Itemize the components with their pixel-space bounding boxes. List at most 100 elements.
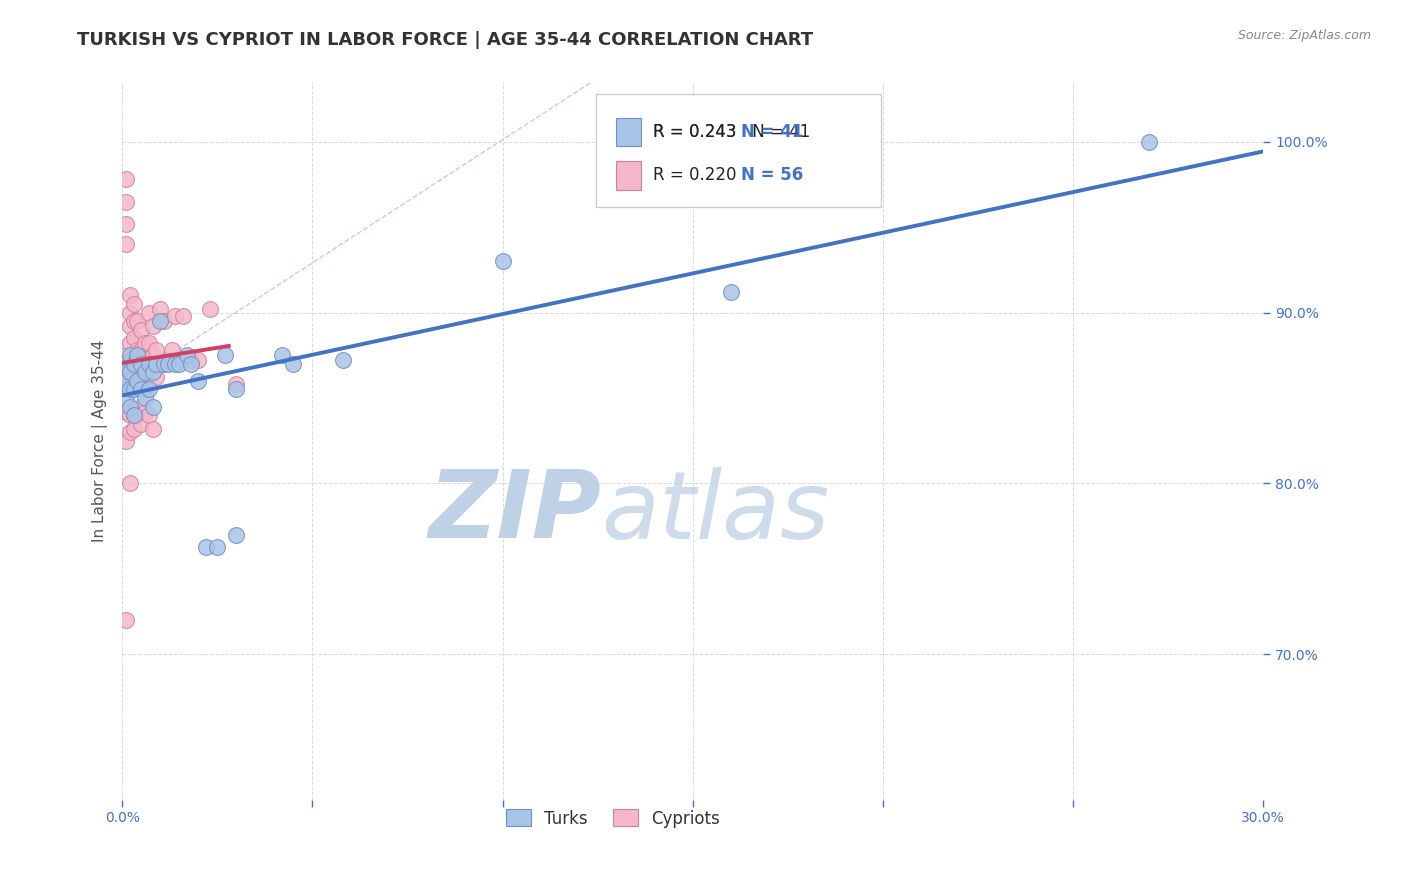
Point [115,405,138,419]
Point [145,343,167,358]
Point [207,540,229,554]
Point [129,370,152,384]
Point [122,408,145,422]
Point [118,383,141,397]
Point [122,331,145,345]
Point [122,314,145,328]
Point [138,383,160,397]
Point [115,374,138,388]
Point [225,383,247,397]
Point [145,370,167,384]
Point [127,343,149,358]
Point [115,172,138,186]
Text: ZIP: ZIP [429,467,602,558]
Point [115,365,138,379]
Point [115,434,138,448]
Point [129,323,152,337]
Text: TURKISH VS CYPRIOT IN LABOR FORCE | AGE 35-44 CORRELATION CHART: TURKISH VS CYPRIOT IN LABOR FORCE | AGE … [77,31,814,49]
Point [491,254,513,268]
Point [138,336,160,351]
Point [127,314,149,328]
Point [138,357,160,371]
Point [1137,135,1160,149]
Point [115,194,138,209]
Point [160,343,183,358]
Point [172,309,194,323]
Point [145,357,167,371]
Point [115,391,138,405]
Point [134,405,156,419]
Text: N = 56: N = 56 [741,166,803,184]
Point [115,348,138,362]
Point [129,383,152,397]
Point [187,353,209,368]
Point [138,305,160,319]
Point [115,613,138,627]
Point [142,348,165,362]
Point [156,357,179,371]
Point [194,540,217,554]
Point [118,288,141,302]
Point [149,314,172,328]
Text: R = 0.243   N = 41: R = 0.243 N = 41 [652,123,810,141]
Point [115,217,138,231]
Point [122,357,145,371]
Point [129,357,152,371]
Point [127,370,149,384]
Point [225,527,247,541]
Point [129,417,152,431]
Point [118,377,141,392]
Point [118,476,141,491]
Point [214,348,236,362]
Y-axis label: In Labor Force | Age 35-44: In Labor Force | Age 35-44 [93,340,108,542]
Point [127,374,149,388]
Point [115,357,138,371]
Point [169,357,191,371]
Point [122,377,145,392]
Point [225,377,247,392]
Legend: Turks, Cypriots: Turks, Cypriots [499,803,727,834]
Point [118,348,141,362]
Point [180,353,202,368]
Point [127,408,149,422]
Point [149,302,172,317]
Point [720,285,742,299]
Point [118,353,141,368]
Point [187,374,209,388]
Point [198,302,221,317]
Point [122,297,145,311]
Point [118,408,141,422]
Point [122,422,145,436]
Point [153,314,176,328]
Point [127,348,149,362]
Point [142,365,165,379]
Point [118,319,141,334]
Point [118,365,141,379]
Point [153,357,176,371]
Point [122,353,145,368]
Point [180,357,202,371]
Text: atlas: atlas [602,467,830,558]
Point [142,400,165,414]
Point [134,391,156,405]
Point [118,425,141,439]
Point [134,336,156,351]
Text: R = 0.243: R = 0.243 [652,123,737,141]
Point [115,370,138,384]
Point [142,319,165,334]
Point [115,237,138,252]
Point [129,400,152,414]
Point [332,353,354,368]
Text: Source: ZipAtlas.com: Source: ZipAtlas.com [1237,29,1371,42]
Point [165,309,187,323]
Point [122,383,145,397]
Point [271,348,294,362]
Point [156,353,179,368]
Point [142,422,165,436]
Point [118,305,141,319]
Point [134,357,156,371]
Point [165,357,187,371]
Point [134,383,156,397]
Point [118,400,141,414]
Point [176,348,198,362]
